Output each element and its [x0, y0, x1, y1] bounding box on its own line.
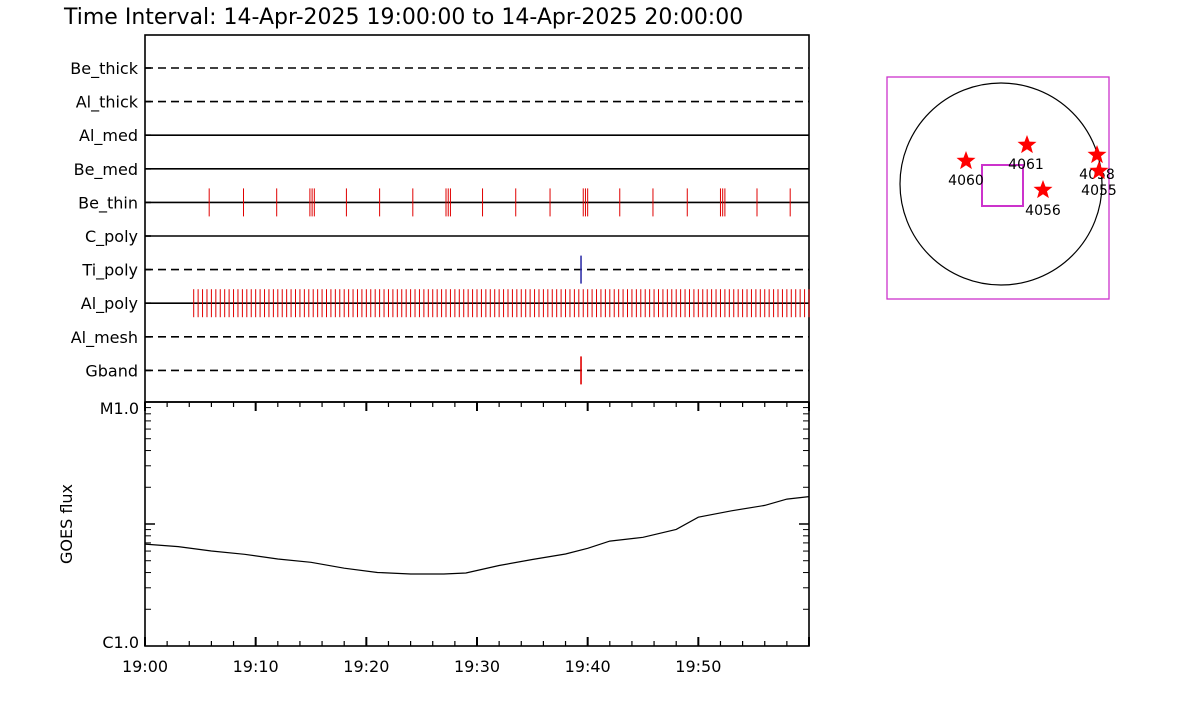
solar-disk [899, 82, 1103, 286]
star-icon [1089, 161, 1109, 180]
timeline-row-label: Be_med [74, 160, 138, 180]
x-tick-label: 19:10 [233, 657, 279, 676]
timeline-row: Be_thin [78, 188, 809, 217]
x-tick-label: 19:50 [675, 657, 721, 676]
timeline-row: Al_thick [76, 93, 809, 113]
timeline-row: Al_mesh [71, 328, 809, 348]
timeline-row-label: Al_poly [81, 294, 138, 314]
active-region-label: 4056 [1025, 203, 1061, 219]
timeline-row: Be_med [74, 160, 809, 180]
timeline-row-label: Al_thick [76, 93, 139, 113]
goes-frame [144, 401, 810, 647]
x-tick-label: 19:00 [122, 657, 168, 676]
timeline-row-label: Gband [85, 361, 138, 380]
timeline-row: Al_poly [81, 289, 810, 318]
timeline-row: Gband [85, 356, 809, 385]
star-icon [1017, 135, 1037, 154]
active-region-label: 4055 [1081, 183, 1117, 199]
active-region-marker: 4061 [1008, 135, 1044, 173]
timeline-row-label: Be_thick [70, 59, 138, 79]
active-region-marker: 4056 [1025, 180, 1061, 219]
star-icon [1033, 180, 1053, 199]
star-icon [1087, 145, 1107, 164]
active-region-marker: 4055 [1081, 161, 1117, 199]
y-tick-label: M1.0 [100, 399, 139, 418]
timeline-row-label: C_poly [85, 227, 138, 247]
star-icon [956, 151, 976, 170]
y-tick-label: C1.0 [102, 633, 139, 652]
timeline-row: C_poly [85, 227, 809, 247]
timeline-row-label: Al_mesh [71, 328, 138, 348]
timeline-frame [144, 34, 810, 403]
active-region-label: 4060 [948, 173, 984, 189]
timeline-row-label: Be_thin [78, 193, 138, 213]
goes-panel: 19:00 19:10 19:20 19:30 19:40 19:50 C1.0 M1.0 GO… [57, 399, 810, 676]
active-region-label: 4061 [1008, 157, 1044, 173]
timeline-row: Ti_poly [81, 255, 809, 284]
x-tick-label: 19:40 [565, 657, 611, 676]
y-axis-label: GOES flux [57, 484, 76, 564]
timeline-row: Be_thick [70, 59, 809, 79]
timeline-panel: Be_thick Al_thick Al_med Be_med Be_thin C_pol… [70, 34, 810, 403]
disk-frame [886, 76, 1110, 300]
timeline-row-label: Al_med [79, 126, 138, 146]
goes-flux-line [144, 496, 810, 575]
x-tick-label: 19:20 [343, 657, 389, 676]
x-tick-label: 19:30 [454, 657, 500, 676]
solar-disk-panel: 40604061405640584055 [886, 76, 1117, 300]
active-region-marker: 4060 [948, 151, 984, 189]
timeline-row: Al_med [79, 126, 809, 146]
timeline-row-label: Ti_poly [81, 261, 138, 281]
chart-title: Time Interval: 14-Apr-2025 19:00:00 to 1… [63, 5, 743, 30]
field-of-view-box [981, 164, 1024, 207]
